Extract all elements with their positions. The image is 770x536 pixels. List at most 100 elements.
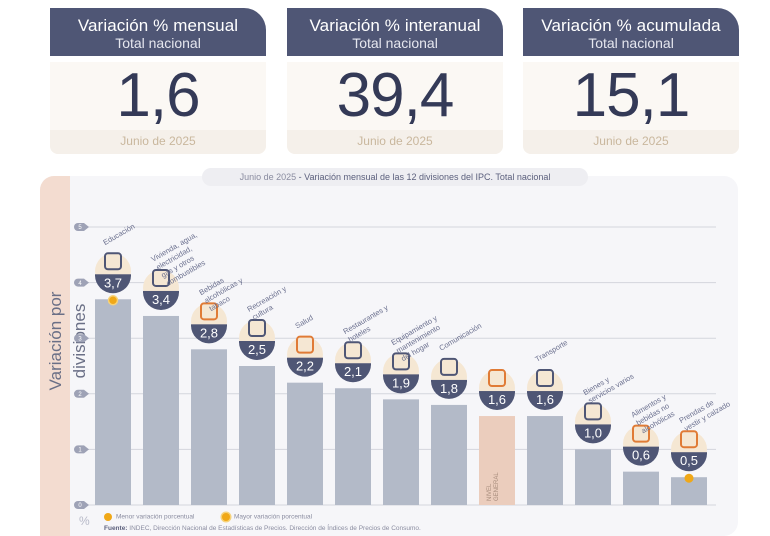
bar (95, 299, 131, 505)
value-badge-top (191, 324, 227, 327)
kpi-card-monthly: Variación % mensual Total nacional 1,6 J… (50, 8, 266, 154)
value-badge (431, 380, 467, 399)
bar (527, 416, 563, 505)
source-note: Fuente: INDEC, Dirección Nacional de Est… (104, 525, 421, 532)
category-icon (488, 369, 506, 388)
y-tick-marker (74, 334, 89, 343)
data-label: 1,6 (536, 392, 554, 407)
category-icon (296, 335, 314, 354)
kpi-subtitle: Total nacional (115, 35, 201, 51)
value-badge-top (335, 363, 371, 366)
y-tick-marker (74, 389, 89, 398)
chart-title-text: - Variación mensual de las 12 divisiones… (296, 172, 551, 182)
value-badge (623, 447, 659, 466)
kpi-value: 15,1 (572, 61, 691, 130)
value-badge (287, 358, 323, 377)
category-icon (440, 357, 458, 376)
y-tick-label: 4 (78, 281, 82, 287)
bar (575, 449, 611, 505)
category-label: Comunicación (438, 321, 484, 353)
max-marker (107, 295, 119, 306)
data-label: 3,7 (104, 275, 122, 290)
y-tick-marker (74, 445, 89, 454)
kpi-value: 1,6 (116, 61, 200, 130)
chart-title: Junio de 2025 - Variación mensual de las… (202, 168, 588, 186)
value-badge (335, 364, 371, 383)
kpi-title: Variación % acumulada (541, 16, 721, 35)
value-badge-top (479, 391, 515, 394)
value-badge (671, 453, 707, 472)
value-badge-top (95, 274, 131, 277)
value-badge (575, 425, 611, 444)
category-icon (104, 252, 122, 271)
source-label: Fuente: (104, 525, 128, 532)
category-icon (152, 268, 170, 287)
bar-inner-label: NIVEL (487, 483, 493, 501)
kpi-title: Variación % interanual (309, 16, 481, 35)
y-tick-label: 3 (78, 336, 82, 342)
bar (287, 382, 323, 505)
kpi-card-body: 15,1 Junio de 2025 (523, 62, 739, 154)
value-badge-top (527, 391, 563, 394)
value-badge (143, 291, 179, 310)
bar-inner-label: GENERAL (494, 472, 500, 501)
y-axis-unit: % (79, 514, 90, 528)
legend-min-label: Menor variación porcentual (116, 513, 195, 521)
min-marker (684, 473, 694, 483)
kpi-period: Junio de 2025 (287, 130, 503, 154)
y-tick-marker (74, 223, 89, 231)
data-label: 1,9 (392, 375, 410, 390)
data-label: 1,8 (440, 381, 458, 396)
kpi-card-cumulative: Variación % acumulada Total nacional 15,… (523, 8, 739, 154)
value-badge (191, 325, 227, 344)
source-text: INDEC, Dirección Nacional de Estadística… (127, 525, 421, 532)
data-label: 1,0 (584, 425, 602, 440)
value-badge-top (239, 341, 275, 343)
y-tick-label: 0 (78, 503, 82, 509)
value-badge-top (431, 379, 467, 382)
category-icon (200, 302, 218, 321)
bar (239, 366, 275, 505)
kpi-card-body: 1,6 Junio de 2025 (50, 62, 266, 154)
bar (143, 315, 179, 505)
category-icon (584, 402, 602, 421)
bar (383, 399, 419, 505)
bar (623, 471, 659, 505)
legend-max: Mayor variación porcentual (222, 513, 312, 521)
category-icon (344, 341, 362, 360)
value-badge (383, 375, 419, 394)
category-icon (632, 424, 650, 443)
y-tick-marker (74, 501, 89, 509)
kpi-value: 39,4 (336, 61, 455, 130)
legend-min: Menor variación porcentual (104, 513, 194, 521)
category-icon (536, 369, 554, 388)
value-badge-top (623, 446, 659, 449)
category-label: Educación (102, 222, 137, 247)
legend-max-label: Mayor variación porcentual (234, 513, 313, 521)
category-icon (392, 352, 410, 371)
value-badge (239, 342, 275, 360)
data-label: 0,5 (680, 453, 698, 468)
kpi-card-yearly: Variación % interanual Total nacional 39… (287, 8, 503, 154)
category-label: Transporte (534, 338, 570, 364)
value-badge (479, 392, 515, 411)
kpi-subtitle: Total nacional (352, 35, 438, 51)
value-badge-top (143, 290, 179, 293)
data-label: 0,6 (632, 448, 650, 463)
max-dot-icon (222, 513, 230, 521)
data-label: 3,4 (152, 292, 170, 307)
kpi-card-header: Variación % mensual Total nacional (50, 8, 266, 56)
bar (335, 388, 371, 505)
category-icon (248, 319, 266, 337)
data-label: 2,1 (344, 364, 362, 379)
value-badge-top (383, 374, 419, 377)
kpi-subtitle: Total nacional (588, 35, 674, 51)
data-label: 2,8 (200, 325, 218, 340)
value-badge (527, 392, 563, 411)
chart-title-period: Junio de 2025 (239, 172, 297, 182)
value-badges: 3,7 3,4 2,8 2,5 2,2 2,1 1,9 1,8 1,6 1,6 1,0 0,6 0,5 (95, 252, 707, 472)
y-tick-label: 1 (78, 448, 82, 454)
value-badge-top (671, 452, 707, 455)
data-label: 1,6 (488, 392, 506, 407)
